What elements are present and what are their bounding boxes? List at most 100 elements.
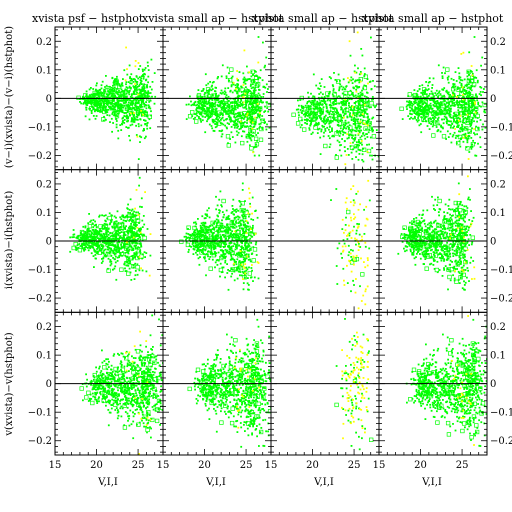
point-green xyxy=(208,112,213,117)
point-green xyxy=(124,252,127,254)
point-green xyxy=(431,110,434,113)
point-green xyxy=(310,103,313,106)
point-green xyxy=(316,123,319,125)
point-green xyxy=(452,126,454,129)
point-green xyxy=(442,95,444,98)
point-green xyxy=(358,131,361,134)
point-green xyxy=(344,100,347,102)
point-green xyxy=(371,130,374,133)
point-green xyxy=(424,102,427,104)
point-green xyxy=(331,128,333,131)
point-green xyxy=(312,95,314,98)
point-green xyxy=(102,95,105,97)
point-green xyxy=(220,75,223,78)
point-green xyxy=(218,100,221,103)
point-green xyxy=(261,101,264,104)
point-green xyxy=(466,141,469,144)
point-green xyxy=(253,106,256,109)
point-green xyxy=(310,111,312,114)
point-green xyxy=(299,99,302,101)
point-green xyxy=(102,251,105,253)
point-green xyxy=(223,111,225,113)
point-green xyxy=(321,124,324,127)
point-green xyxy=(354,129,356,132)
point-green xyxy=(226,98,229,101)
point-green xyxy=(91,102,93,104)
point-green xyxy=(92,226,95,228)
point-green xyxy=(214,101,217,104)
point-green xyxy=(431,107,434,110)
point-green xyxy=(253,110,255,113)
point-green xyxy=(135,265,140,270)
point-green xyxy=(85,242,88,245)
point-green xyxy=(242,81,245,84)
point-green xyxy=(344,93,346,96)
point-green xyxy=(117,106,120,109)
point-green xyxy=(124,215,127,218)
point-green xyxy=(401,118,404,120)
point-green xyxy=(462,115,464,118)
point-green xyxy=(348,106,351,108)
point-green xyxy=(426,89,429,92)
point-green xyxy=(348,127,350,129)
point-green xyxy=(355,130,357,133)
point-green xyxy=(236,115,239,117)
point-green xyxy=(471,106,474,108)
point-green xyxy=(93,230,95,232)
point-green xyxy=(230,119,233,121)
point-green xyxy=(265,83,268,86)
point-green xyxy=(242,261,245,263)
point-green xyxy=(95,233,98,236)
point-green xyxy=(421,98,423,101)
point-green xyxy=(261,115,264,117)
point-green xyxy=(427,88,430,90)
point-green xyxy=(361,104,364,106)
point-green xyxy=(243,91,248,96)
point-green xyxy=(352,118,355,121)
point-green xyxy=(130,246,133,249)
point-green xyxy=(136,83,139,86)
point-green xyxy=(435,114,438,116)
point-green xyxy=(95,252,98,254)
point-green xyxy=(140,103,143,105)
point-green xyxy=(122,219,125,222)
point-green xyxy=(304,115,307,118)
point-green xyxy=(121,121,124,123)
point-green xyxy=(347,154,350,156)
y-tick-label: −0.1 xyxy=(28,265,52,276)
point-yellow xyxy=(470,65,473,67)
point-green xyxy=(126,243,128,246)
point-green xyxy=(466,78,469,80)
point-green xyxy=(133,278,136,280)
point-green xyxy=(431,133,436,138)
point-green xyxy=(146,86,149,88)
point-green xyxy=(314,111,317,114)
point-green xyxy=(264,105,266,108)
point-green xyxy=(450,77,453,80)
point-green xyxy=(207,117,210,119)
point-green xyxy=(104,98,106,101)
point-green xyxy=(344,119,347,122)
point-green xyxy=(105,229,107,232)
point-green xyxy=(318,93,321,95)
point-green xyxy=(112,234,115,236)
point-green xyxy=(427,120,430,123)
point-green xyxy=(258,137,264,142)
point-green xyxy=(77,248,83,253)
point-green xyxy=(79,98,81,100)
point-green xyxy=(108,252,111,255)
point-green xyxy=(105,242,110,247)
point-green xyxy=(103,235,106,238)
point-green xyxy=(253,112,255,115)
point-yellow xyxy=(244,92,247,95)
point-green xyxy=(104,248,107,251)
point-green xyxy=(137,257,140,259)
point-green xyxy=(224,124,226,127)
point-green xyxy=(260,118,266,123)
point-green xyxy=(228,123,230,125)
point-green xyxy=(111,243,114,246)
y-tick-label: −0.2 xyxy=(28,151,52,162)
point-green xyxy=(102,99,107,105)
point-green xyxy=(104,86,106,88)
point-green xyxy=(443,95,446,98)
